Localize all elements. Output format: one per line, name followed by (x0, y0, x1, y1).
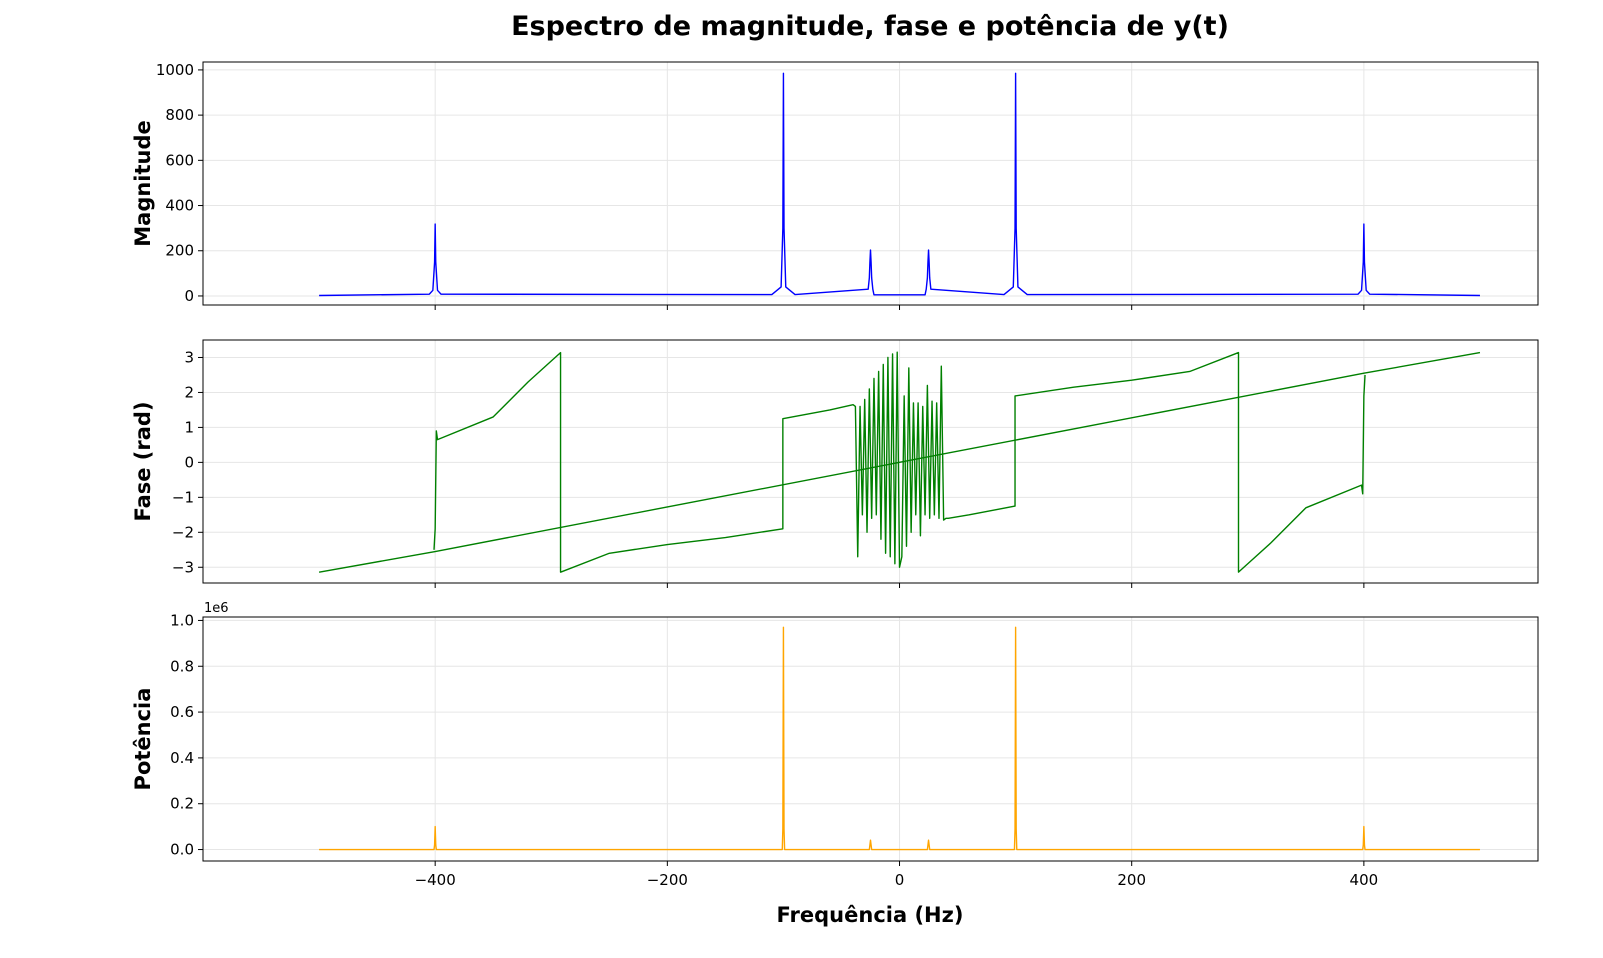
y-tick-label: 1.0 (170, 611, 194, 629)
y-tick-label: 0 (184, 287, 194, 305)
fase-y-axis-label: Fase (rad) (131, 401, 155, 521)
y-tick-label: 200 (165, 242, 194, 260)
y-tick-label: −3 (172, 558, 194, 576)
y-tick-label: 0.4 (170, 749, 194, 767)
y-tick-label: 1 (184, 418, 194, 436)
y-tick-label: 0.8 (170, 657, 194, 675)
potencia-series-line-0 (319, 626, 1480, 851)
x-axis-label: Frequência (Hz) (777, 903, 964, 927)
x-tick-label: 400 (1350, 871, 1379, 889)
fase-series-line-0 (318, 351, 1481, 573)
chart-title: Espectro de magnitude, fase e potência d… (511, 11, 1229, 42)
potencia-y-axis-label: Potência (131, 688, 155, 791)
magnitude-axes-frame (202, 61, 1539, 306)
magnitude-series-line-0 (319, 72, 1480, 297)
y-tick-label: 800 (165, 106, 194, 124)
power-panel: 0.0 0.2 0.4 0.6 0.8 1.0 −400 −200 0 200 400 Potênci… (131, 601, 1539, 889)
x-tick-label: 200 (1117, 871, 1146, 889)
fase-series-line-1 (433, 351, 1366, 573)
x-tick-label: −400 (415, 871, 456, 889)
phase-panel: −3 −2 −1 0 1 2 3 Fase (rad) (131, 339, 1539, 588)
y-tick-label: 400 (165, 197, 194, 215)
y-offset-label: 1e6 (204, 601, 229, 616)
y-tick-label: 0.0 (170, 841, 194, 859)
fase-axes-frame (202, 339, 1539, 584)
y-tick-label: −1 (172, 488, 194, 506)
y-tick-label: 0.2 (170, 795, 194, 813)
x-tick-label: −200 (647, 871, 688, 889)
y-tick-label: −2 (172, 523, 194, 541)
magnitude-panel: 0 200 400 600 800 1000 Magnitude (131, 61, 1539, 310)
y-tick-label: 1000 (156, 61, 194, 79)
y-tick-label: 600 (165, 151, 194, 169)
potencia-axes-frame (202, 616, 1539, 862)
y-tick-label: 3 (184, 348, 194, 366)
y-tick-label: 0 (184, 453, 194, 471)
magnitude-y-axis-label: Magnitude (131, 120, 155, 247)
x-tick-label: 0 (895, 871, 905, 889)
y-tick-label: 2 (184, 383, 194, 401)
y-tick-label: 0.6 (170, 703, 194, 721)
